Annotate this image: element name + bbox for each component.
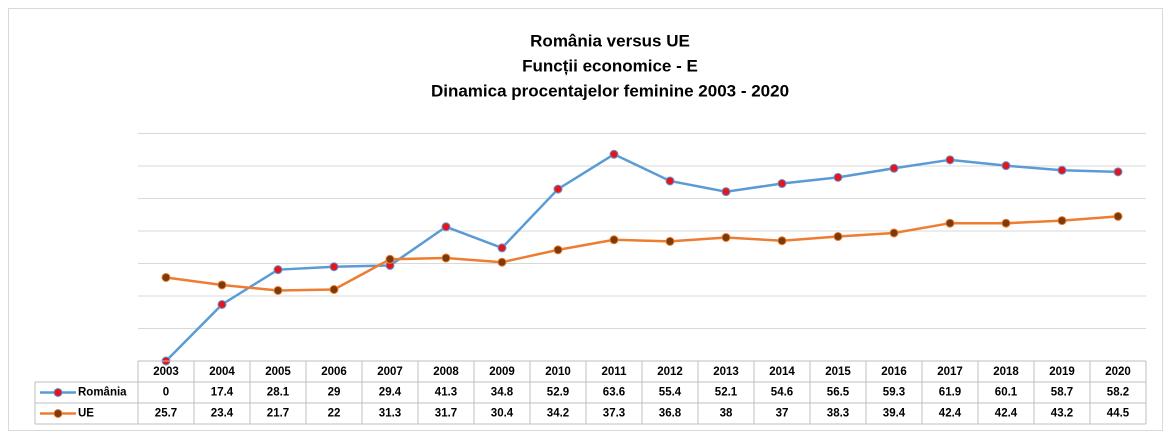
chart-title: Funcții economice - E: [522, 56, 698, 75]
marker: [217, 299, 227, 309]
marker: [497, 243, 507, 253]
marker: [665, 236, 675, 246]
table-value: 23.4: [211, 408, 234, 420]
x-tick-label: 2019: [1049, 366, 1075, 378]
marker: [945, 218, 955, 228]
marker: [609, 149, 619, 159]
marker: [217, 280, 227, 290]
marker: [945, 155, 955, 165]
table-value: 36.8: [659, 408, 682, 420]
table-value: 58.2: [1107, 387, 1129, 399]
x-tick-label: 2006: [321, 366, 347, 378]
table-value: 37.3: [603, 408, 625, 420]
marker: [385, 254, 395, 264]
table-value: 42.4: [939, 408, 962, 420]
x-tick-label: 2015: [825, 366, 851, 378]
marker: [329, 262, 339, 272]
x-tick-label: 2011: [602, 366, 628, 378]
table-value: 43.2: [1051, 408, 1073, 420]
x-tick-label: 2009: [489, 366, 515, 378]
marker: [777, 179, 787, 189]
marker: [833, 172, 843, 182]
x-tick-label: 2012: [657, 366, 683, 378]
marker: [1113, 167, 1123, 177]
marker: [889, 228, 899, 238]
x-tick-label: 2016: [881, 366, 907, 378]
table-value: 37: [776, 408, 789, 420]
table-value: 42.4: [995, 408, 1018, 420]
marker: [441, 222, 451, 232]
marker: [1001, 218, 1011, 228]
table-value: 25.7: [155, 408, 177, 420]
table-value: 60.1: [995, 387, 1018, 399]
table-value: 41.3: [435, 387, 457, 399]
table-value: 28.1: [267, 387, 290, 399]
x-tick-label: 2013: [713, 366, 739, 378]
table-value: 52.9: [547, 387, 569, 399]
marker: [273, 285, 283, 295]
marker: [1057, 165, 1067, 175]
table-value: 61.9: [939, 387, 961, 399]
table-value: 30.4: [491, 408, 514, 420]
series-line: [165, 215, 1119, 292]
marker: [553, 245, 563, 255]
table-value: 29.4: [379, 387, 402, 399]
legend-label: România: [78, 387, 127, 399]
table-value: 34.8: [491, 387, 514, 399]
x-tick-label: 2007: [377, 366, 403, 378]
marker: [609, 235, 619, 245]
x-tick-label: 2014: [769, 366, 795, 378]
table-value: 29: [328, 387, 341, 399]
marker: [1057, 216, 1067, 226]
table-value: 56.5: [827, 387, 850, 399]
table-value: 39.4: [883, 408, 906, 420]
marker: [553, 184, 563, 194]
legend-key: [53, 409, 63, 418]
x-tick-label: 2005: [265, 366, 291, 378]
legend-key: [53, 388, 63, 397]
marker: [1001, 161, 1011, 171]
marker: [329, 285, 339, 294]
marker: [665, 176, 675, 186]
x-tick-label: 2004: [209, 366, 235, 378]
table-value: 21.7: [267, 408, 289, 420]
x-tick-label: 2003: [153, 366, 179, 378]
table-value: 55.4: [659, 387, 682, 399]
marker: [721, 233, 731, 242]
table-value: 38.3: [827, 408, 849, 420]
marker: [497, 257, 507, 267]
series-line: [165, 152, 1119, 362]
x-tick-label: 2017: [937, 366, 963, 378]
table-value: 44.5: [1107, 408, 1130, 420]
x-tick-label: 2020: [1105, 366, 1131, 378]
chart-title: Dinamica procentajelor feminine 2003 - 2…: [431, 81, 789, 100]
x-tick-label: 2008: [433, 366, 459, 378]
table-value: 34.2: [547, 408, 569, 420]
marker: [1113, 211, 1123, 221]
x-tick-label: 2018: [993, 366, 1019, 378]
table-value: 63.6: [603, 387, 625, 399]
table-value: 22: [328, 408, 341, 420]
marker: [777, 236, 787, 246]
table-value: 52.1: [715, 387, 738, 399]
marker: [161, 272, 171, 282]
marker: [889, 163, 899, 173]
table-value: 17.4: [211, 387, 234, 399]
table-value: 0: [163, 387, 169, 399]
chart-area: [8, 8, 1163, 431]
x-tick-label: 2010: [545, 366, 571, 378]
marker: [273, 265, 283, 275]
marker: [721, 187, 731, 197]
table-value: 31.7: [435, 408, 457, 420]
marker: [441, 253, 451, 263]
chart-title: România versus UE: [530, 31, 690, 50]
table-value: 58.7: [1051, 387, 1073, 399]
table-value: 31.3: [379, 408, 401, 420]
table-value: 38: [720, 408, 733, 420]
table-value: 54.6: [771, 387, 793, 399]
marker: [833, 232, 843, 242]
table-value: 59.3: [883, 387, 905, 399]
legend-label: UE: [78, 408, 94, 420]
